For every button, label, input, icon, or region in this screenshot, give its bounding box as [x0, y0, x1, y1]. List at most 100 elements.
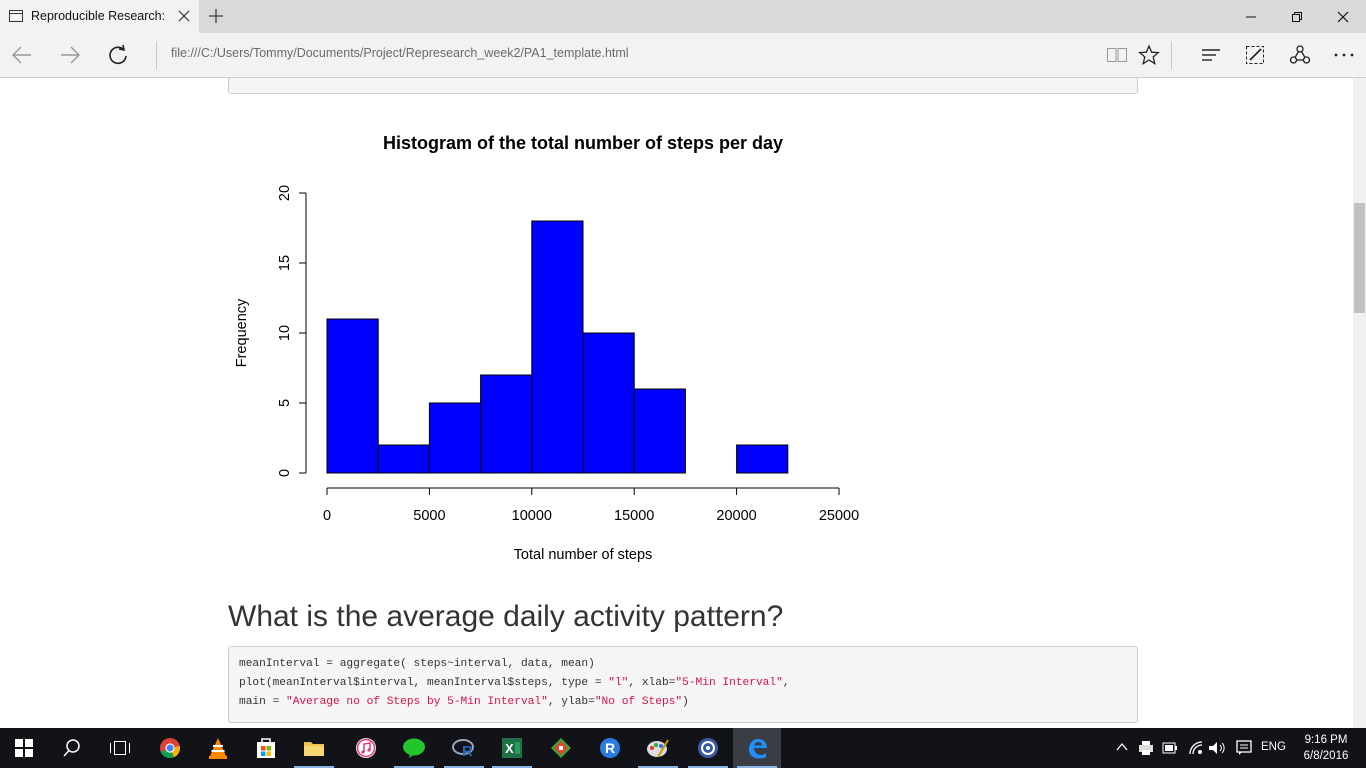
chrome-app[interactable] — [146, 728, 194, 768]
y-tick-label: 20 — [277, 185, 293, 201]
r-app[interactable]: R — [586, 728, 634, 768]
code-string: "Average no of Steps by 5-Min Interval" — [286, 696, 548, 708]
code-line: meanInterval = aggregate( steps~interval… — [239, 658, 595, 670]
page-icon — [9, 10, 23, 22]
svg-text:R: R — [462, 743, 473, 759]
share-icon — [1289, 45, 1311, 64]
y-tick-label: 15 — [277, 255, 293, 271]
close-window-button[interactable] — [1320, 0, 1366, 33]
histogram-bar — [531, 220, 584, 474]
excel-app[interactable]: X — [488, 728, 536, 768]
x-tick-label: 5000 — [413, 508, 445, 524]
refresh-icon — [109, 44, 127, 65]
code-block-partial — [228, 78, 1138, 94]
star-icon — [1138, 44, 1160, 65]
favorite-button[interactable] — [1137, 43, 1161, 67]
y-tick-label: 5 — [277, 399, 293, 407]
histogram-bar — [582, 332, 635, 474]
tab-title: Reproducible Research: — [31, 9, 166, 23]
forward-button[interactable] — [58, 43, 82, 67]
share-button[interactable] — [1288, 43, 1312, 67]
refresh-button[interactable] — [106, 43, 130, 67]
file-explorer-app[interactable] — [290, 728, 338, 768]
more-button[interactable] — [1332, 43, 1356, 67]
vlc-app[interactable] — [194, 728, 242, 768]
vertical-scrollbar[interactable] — [1353, 78, 1366, 728]
code-text: , — [782, 677, 790, 689]
running-indicator — [688, 766, 728, 768]
printer-icon[interactable] — [1138, 740, 1154, 756]
code-text: plot(meanInterval$interval, meanInterval… — [239, 677, 609, 689]
svg-text:X: X — [505, 741, 514, 756]
web-note-icon — [1246, 46, 1264, 64]
web-note-button[interactable] — [1243, 43, 1267, 67]
y-axis-label: Frequency — [234, 298, 250, 367]
hub-button[interactable] — [1199, 43, 1223, 67]
running-indicator — [294, 766, 334, 768]
separator — [156, 41, 157, 69]
running-indicator — [492, 766, 532, 768]
code-text: ) — [682, 696, 689, 708]
page-content: Histogram of the total number of steps p… — [0, 78, 1353, 728]
close-icon — [1337, 11, 1349, 22]
obs-app[interactable] — [684, 728, 732, 768]
svg-text:R: R — [605, 740, 615, 756]
store-app[interactable] — [242, 728, 290, 768]
x-tick-label: 20000 — [716, 508, 756, 524]
restore-button[interactable] — [1274, 0, 1320, 33]
x-tick-label: 15000 — [614, 508, 654, 524]
language-indicator[interactable]: ENG — [1261, 741, 1286, 753]
obs-icon — [698, 738, 718, 758]
edge-icon — [749, 739, 767, 759]
minimize-button[interactable] — [1228, 0, 1274, 33]
search-icon — [63, 739, 80, 757]
address-bar[interactable]: file:///C:/Users/Tommy/Documents/Project… — [171, 46, 629, 60]
code-text: , xlab= — [628, 677, 676, 689]
reading-view-button[interactable] — [1105, 43, 1129, 67]
close-tab-icon[interactable] — [177, 9, 191, 23]
git-app[interactable] — [537, 728, 585, 768]
minimize-icon — [1246, 16, 1256, 17]
store-icon — [257, 738, 275, 758]
rstudio-app[interactable]: R — [440, 728, 488, 768]
restore-icon — [1292, 11, 1302, 22]
vlc-icon — [209, 738, 227, 759]
search-button[interactable] — [48, 728, 96, 768]
paint-app[interactable] — [634, 728, 682, 768]
forward-arrow-icon — [61, 46, 80, 64]
folder-icon — [304, 742, 324, 756]
x-axis: 0 5000 10000 15000 20000 25000 — [323, 487, 859, 524]
chevron-up-icon[interactable] — [1116, 742, 1128, 752]
edge-app[interactable] — [733, 728, 781, 768]
code-line: main = "Average no of Steps by 5-Min Int… — [239, 696, 689, 708]
code-string: "l" — [608, 677, 629, 689]
y-tick-label: 0 — [277, 469, 293, 477]
git-icon — [551, 738, 571, 758]
running-indicator — [737, 766, 777, 768]
battery-icon[interactable] — [1162, 740, 1180, 756]
x-tick-label: 10000 — [512, 508, 552, 524]
y-axis: 0 5 10 15 20 — [277, 185, 307, 477]
clock[interactable]: 9:16 PM 6/8/2016 — [1294, 732, 1358, 764]
x-tick-label: 0 — [323, 508, 331, 524]
itunes-app[interactable] — [342, 728, 390, 768]
clock-date: 6/8/2016 — [1303, 750, 1349, 762]
line-app[interactable] — [390, 728, 438, 768]
notification-icon[interactable] — [1236, 740, 1252, 756]
windows-logo-icon — [15, 739, 33, 757]
new-tab-icon[interactable] — [208, 8, 224, 24]
task-view-button[interactable] — [96, 728, 144, 768]
wifi-icon[interactable] — [1188, 740, 1204, 756]
back-button[interactable] — [10, 43, 34, 67]
start-button[interactable] — [0, 728, 48, 768]
browser-tab[interactable]: Reproducible Research: — [0, 0, 199, 33]
running-indicator — [638, 766, 678, 768]
code-block: meanInterval = aggregate( steps~interval… — [228, 646, 1138, 723]
histogram-bar — [736, 444, 789, 474]
chrome-icon — [160, 738, 181, 759]
histogram-bar — [480, 374, 533, 474]
y-tick-label: 10 — [277, 325, 293, 341]
scroll-thumb[interactable] — [1354, 203, 1365, 313]
volume-icon[interactable] — [1208, 740, 1226, 756]
running-indicator — [444, 766, 484, 768]
